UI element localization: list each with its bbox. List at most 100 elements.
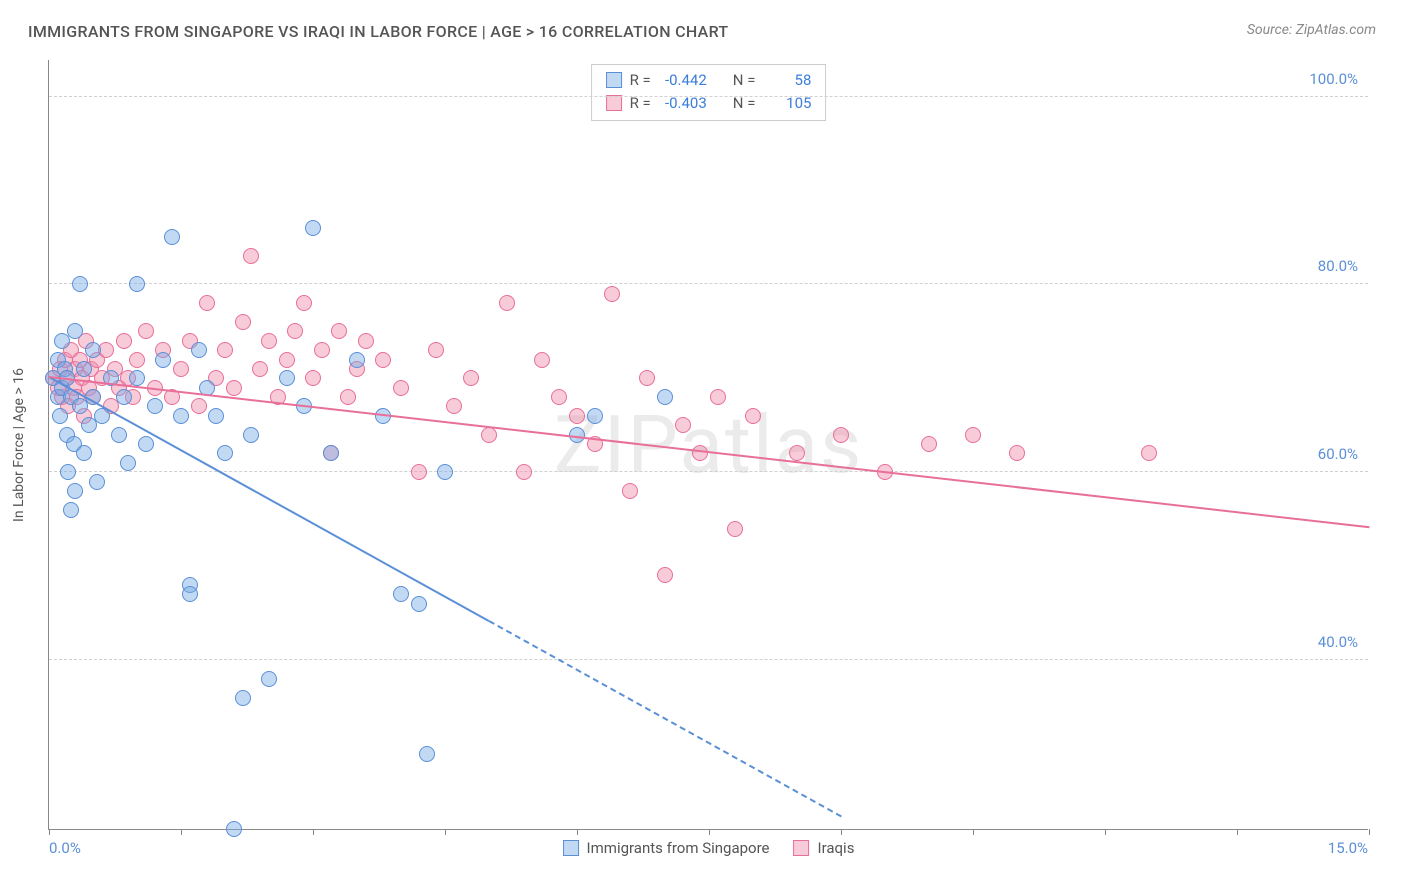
scatter-point-singapore: [138, 436, 154, 452]
scatter-point-singapore: [67, 323, 83, 339]
y-tick-label: 60.0%: [1318, 445, 1358, 463]
scatter-point-singapore: [226, 821, 242, 837]
legend-swatch-iraqis: [793, 840, 809, 856]
x-tick: [841, 829, 842, 835]
r-label: R =: [630, 69, 651, 92]
scatter-point-iraqis: [393, 380, 409, 396]
gridline: [49, 659, 1368, 660]
scatter-point-singapore: [323, 445, 339, 461]
scatter-point-singapore: [208, 408, 224, 424]
scatter-point-iraqis: [675, 417, 691, 433]
scatter-point-singapore: [419, 746, 435, 762]
scatter-point-iraqis: [305, 370, 321, 386]
scatter-point-singapore: [437, 464, 453, 480]
x-axis-start-label: 0.0%: [49, 839, 81, 857]
legend-swatch-singapore: [606, 72, 622, 88]
scatter-point-iraqis: [1141, 445, 1157, 461]
scatter-point-singapore: [67, 483, 83, 499]
scatter-point-iraqis: [481, 427, 497, 443]
gridline: [49, 283, 1368, 284]
scatter-point-singapore: [393, 586, 409, 602]
bottom-legend: Immigrants from Singapore Iraqis: [563, 839, 855, 857]
source-label: Source: ZipAtlas.com: [1247, 22, 1376, 38]
scatter-point-iraqis: [129, 352, 145, 368]
regression-line-iraqis: [49, 376, 1369, 528]
scatter-point-iraqis: [463, 370, 479, 386]
scatter-point-iraqis: [314, 342, 330, 358]
scatter-point-iraqis: [745, 408, 761, 424]
legend-item-iraqis: Iraqis: [793, 839, 854, 857]
scatter-point-iraqis: [296, 295, 312, 311]
scatter-point-iraqis: [965, 427, 981, 443]
scatter-point-singapore: [129, 370, 145, 386]
chart-title: IMMIGRANTS FROM SINGAPORE VS IRAQI IN LA…: [28, 22, 728, 41]
gridline: [49, 471, 1368, 472]
scatter-point-iraqis: [789, 445, 805, 461]
legend-label: Immigrants from Singapore: [587, 839, 770, 857]
scatter-point-iraqis: [375, 352, 391, 368]
legend-label: Iraqis: [817, 839, 854, 857]
scatter-point-singapore: [587, 408, 603, 424]
scatter-point-singapore: [261, 671, 277, 687]
legend-swatch-singapore: [563, 840, 579, 856]
scatter-point-iraqis: [639, 370, 655, 386]
scatter-point-singapore: [243, 427, 259, 443]
scatter-point-iraqis: [331, 323, 347, 339]
scatter-point-singapore: [89, 474, 105, 490]
scatter-point-iraqis: [446, 398, 462, 414]
scatter-point-singapore: [182, 586, 198, 602]
scatter-point-iraqis: [287, 323, 303, 339]
scatter-point-singapore: [85, 342, 101, 358]
scatter-point-singapore: [155, 352, 171, 368]
scatter-point-iraqis: [116, 333, 132, 349]
scatter-point-singapore: [217, 445, 233, 461]
scatter-point-iraqis: [921, 436, 937, 452]
scatter-point-singapore: [76, 445, 92, 461]
scatter-point-iraqis: [1009, 445, 1025, 461]
scatter-point-iraqis: [604, 286, 620, 302]
scatter-point-iraqis: [358, 333, 374, 349]
scatter-point-iraqis: [340, 389, 356, 405]
x-tick: [1369, 829, 1370, 835]
scatter-point-singapore: [120, 455, 136, 471]
legend-swatch-iraqis: [606, 95, 622, 111]
scatter-point-iraqis: [252, 361, 268, 377]
scatter-point-iraqis: [261, 333, 277, 349]
x-tick: [709, 829, 710, 835]
scatter-point-singapore: [279, 370, 295, 386]
plot-area: In Labor Force | Age > 16 ZIPatlas R =-0…: [48, 60, 1368, 830]
scatter-point-singapore: [116, 389, 132, 405]
scatter-point-singapore: [129, 276, 145, 292]
scatter-point-singapore: [657, 389, 673, 405]
scatter-point-singapore: [72, 276, 88, 292]
scatter-point-iraqis: [199, 295, 215, 311]
scatter-point-iraqis: [692, 445, 708, 461]
scatter-point-iraqis: [551, 389, 567, 405]
scatter-point-iraqis: [710, 389, 726, 405]
scatter-point-iraqis: [138, 323, 154, 339]
scatter-point-iraqis: [833, 427, 849, 443]
scatter-point-iraqis: [727, 521, 743, 537]
n-value: 58: [763, 69, 811, 92]
y-axis-title: In Labor Force | Age > 16: [11, 368, 27, 522]
scatter-point-iraqis: [516, 464, 532, 480]
x-tick: [973, 829, 974, 835]
x-tick: [181, 829, 182, 835]
scatter-point-singapore: [411, 596, 427, 612]
scatter-point-singapore: [63, 502, 79, 518]
x-tick: [445, 829, 446, 835]
scatter-point-singapore: [235, 690, 251, 706]
correlation-stats-box: R =-0.442N =58R =-0.403N =105: [591, 64, 827, 121]
n-label: N =: [733, 69, 756, 92]
scatter-point-singapore: [164, 229, 180, 245]
scatter-point-iraqis: [411, 464, 427, 480]
scatter-point-iraqis: [428, 342, 444, 358]
x-axis-end-label: 15.0%: [1328, 839, 1368, 857]
scatter-point-singapore: [147, 398, 163, 414]
scatter-point-iraqis: [499, 295, 515, 311]
x-tick: [1237, 829, 1238, 835]
scatter-point-iraqis: [657, 567, 673, 583]
x-tick: [313, 829, 314, 835]
scatter-point-singapore: [60, 464, 76, 480]
scatter-point-singapore: [173, 408, 189, 424]
